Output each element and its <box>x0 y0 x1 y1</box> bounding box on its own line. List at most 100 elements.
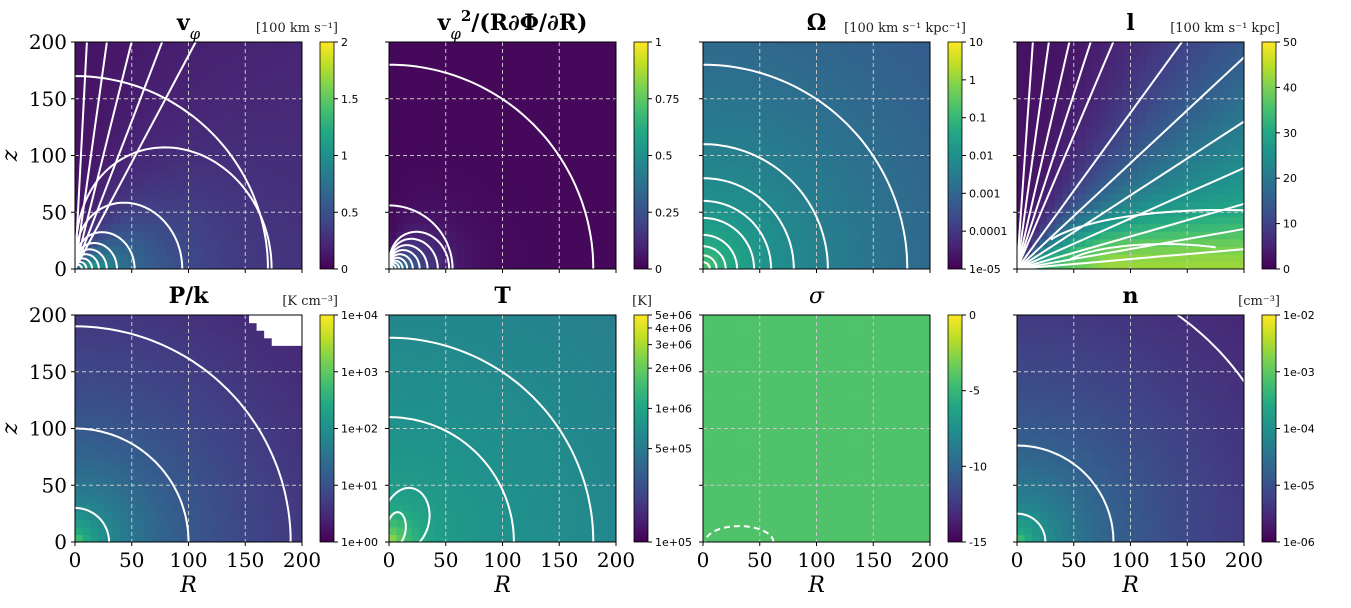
heatmap-cell <box>97 208 106 217</box>
heatmap-cell <box>771 64 780 73</box>
x-axis-label: R <box>179 573 197 598</box>
heatmap-cell <box>494 79 504 88</box>
heatmap-cell <box>771 72 780 81</box>
heatmap-cell <box>1206 147 1215 157</box>
heatmap-cell <box>1175 117 1185 126</box>
heatmap-cell <box>1138 178 1147 187</box>
heatmap-cell <box>226 102 235 111</box>
heatmap-cell <box>479 110 488 119</box>
heatmap-cell <box>120 110 129 119</box>
heatmap-cell <box>502 102 511 111</box>
heatmap-cell <box>1138 49 1147 58</box>
heatmap-cell <box>510 178 519 187</box>
heatmap-cell <box>226 185 235 194</box>
heatmap-cell <box>279 534 288 542</box>
heatmap-cell <box>218 360 227 369</box>
heatmap-cell <box>907 170 916 179</box>
heatmap-cell <box>869 57 878 66</box>
heatmap-cell <box>1213 185 1222 194</box>
heatmap-cell <box>1236 155 1244 164</box>
heatmap-cell <box>755 42 765 51</box>
heatmap-cell <box>494 246 504 255</box>
heatmap-cell <box>211 185 220 194</box>
heatmap-cell <box>778 110 787 119</box>
heatmap-cell <box>786 231 795 240</box>
heatmap-cell <box>1145 223 1154 232</box>
heatmap-cell <box>203 238 212 247</box>
heatmap-cell <box>143 398 152 407</box>
heatmap-cell <box>294 246 302 255</box>
heatmap-cell <box>396 223 405 232</box>
heatmap-cell <box>1191 147 1200 157</box>
heatmap-cell <box>1115 57 1124 66</box>
heatmap-cell <box>279 398 288 407</box>
contour-line <box>1067 243 1216 262</box>
heatmap-cell <box>502 170 511 179</box>
heatmap-cell <box>532 64 541 73</box>
heatmap-cell <box>203 458 212 467</box>
heatmap-cell <box>547 79 557 88</box>
heatmap-cell <box>1168 223 1177 232</box>
heatmap-cell <box>748 42 757 51</box>
heatmap-cell <box>226 451 235 460</box>
heatmap-cell <box>434 375 443 384</box>
heatmap-cell <box>143 352 152 361</box>
heatmap-cell <box>1198 185 1207 194</box>
heatmap-cell <box>173 79 182 88</box>
heatmap-cell <box>1085 155 1094 164</box>
heatmap-cell <box>1085 261 1094 269</box>
heatmap-cell <box>899 261 908 269</box>
heatmap-cell <box>279 473 288 483</box>
heatmap-cell <box>1145 246 1154 255</box>
heatmap-cell <box>1160 216 1169 225</box>
heatmap-cell <box>396 383 405 392</box>
heatmap-cell <box>464 178 473 187</box>
heatmap-cell <box>733 208 742 217</box>
heatmap-cell <box>733 163 742 172</box>
heatmap-cell <box>226 519 235 528</box>
heatmap-cell <box>1024 208 1033 217</box>
heatmap-cell <box>419 330 428 339</box>
heatmap-cell <box>907 185 916 194</box>
heatmap-cell <box>899 117 908 126</box>
heatmap-cell <box>404 42 413 51</box>
heatmap-cell <box>112 87 121 96</box>
heatmap-cell <box>793 49 802 58</box>
heatmap-cell <box>487 57 496 66</box>
heatmap-cell <box>135 345 144 354</box>
heatmap-cell <box>264 246 273 255</box>
heatmap-cell <box>241 246 250 255</box>
contour-line <box>75 42 88 269</box>
heatmap-cell <box>725 155 734 164</box>
heatmap-cell <box>1130 72 1139 81</box>
heatmap-cell <box>426 519 435 528</box>
heatmap-cell <box>1017 163 1026 172</box>
heatmap-cell <box>196 504 205 513</box>
heatmap-cell <box>279 140 288 149</box>
heatmap-cell <box>1130 117 1139 126</box>
heatmap-cell <box>502 87 511 96</box>
heatmap-cell <box>143 42 152 51</box>
heatmap-cell <box>710 57 719 66</box>
heatmap-cell <box>748 49 757 58</box>
heatmap-cell <box>271 42 280 51</box>
heatmap-cell <box>1115 140 1124 149</box>
heatmap-cell <box>449 178 458 187</box>
heatmap-cell <box>389 132 398 141</box>
heatmap-cell <box>97 526 106 536</box>
heatmap-cell <box>525 79 534 88</box>
heatmap-cell <box>854 125 863 134</box>
heatmap-cell <box>824 163 833 172</box>
heatmap-cell <box>426 87 435 96</box>
heatmap-cell <box>434 49 443 58</box>
heatmap-cell <box>457 117 466 126</box>
heatmap-cell <box>1213 125 1222 134</box>
heatmap-cell <box>884 147 893 157</box>
heatmap-cell <box>90 511 99 520</box>
heatmap-cell <box>135 49 144 58</box>
heatmap-cell <box>1047 57 1056 66</box>
colorbar-gradient <box>319 314 335 543</box>
heatmap-cell <box>1206 57 1215 66</box>
heatmap-cell <box>241 155 250 164</box>
heatmap-cell <box>180 451 190 460</box>
